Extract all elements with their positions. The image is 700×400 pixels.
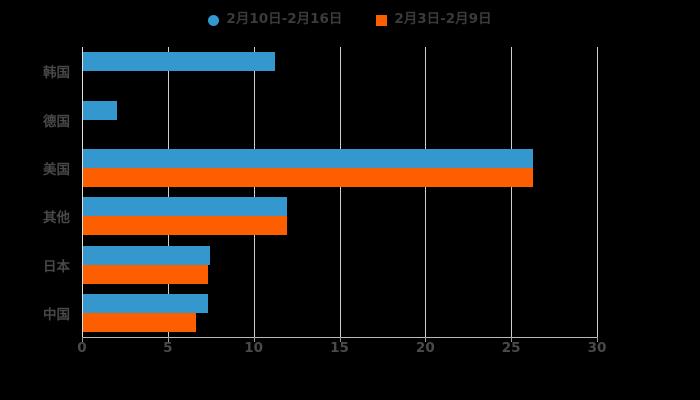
- plot-area: [82, 47, 598, 342]
- x-axis-tick: [253, 337, 255, 342]
- y-axis-label: 韩国: [43, 65, 70, 82]
- x-axis-label: 15: [330, 340, 349, 356]
- bar[interactable]: [83, 216, 288, 236]
- legend-marker-circle-icon: [208, 14, 220, 26]
- gridline: [339, 47, 341, 337]
- x-axis-label: 0: [77, 340, 87, 356]
- bar[interactable]: [83, 197, 288, 217]
- chart-legend: 2月10日-2月16日 2月3日-2月9日: [0, 8, 700, 32]
- bar[interactable]: [83, 293, 209, 313]
- x-axis-tick: [82, 337, 83, 342]
- y-axis-label: 美国: [43, 161, 70, 178]
- x-axis-label: 10: [244, 340, 264, 356]
- x-axis-tick: [167, 337, 169, 342]
- y-axis-line: [82, 47, 83, 337]
- legend-item-series-1[interactable]: 2月10日-2月16日: [208, 13, 342, 27]
- legend-item-series-2[interactable]: 2月3日-2月9日: [376, 11, 492, 28]
- bar[interactable]: [83, 312, 197, 332]
- y-axis-label: 中国: [43, 306, 70, 323]
- gridline: [511, 47, 513, 337]
- legend-label-series-1: 2月10日-2月16日: [226, 11, 343, 28]
- x-axis-label: 30: [587, 340, 607, 356]
- bar[interactable]: [83, 167, 533, 187]
- x-axis-label: 25: [501, 340, 521, 356]
- bar[interactable]: [83, 245, 211, 265]
- legend-label-series-2: 2月3日-2月9日: [394, 11, 492, 28]
- bar[interactable]: [83, 264, 209, 284]
- gridline: [253, 47, 255, 337]
- gridline: [597, 47, 598, 337]
- y-axis-label: 德国: [43, 113, 70, 130]
- gridline: [167, 47, 169, 337]
- legend-marker-square-icon: [376, 14, 388, 26]
- x-axis-label: 20: [415, 340, 435, 356]
- x-axis-label: 5: [163, 340, 173, 356]
- y-axis-label: 日本: [43, 258, 70, 275]
- gridline: [425, 47, 427, 337]
- x-axis-tick: [597, 337, 598, 342]
- bar[interactable]: [83, 52, 276, 72]
- bar[interactable]: [83, 148, 533, 168]
- x-axis-tick: [511, 337, 513, 342]
- x-axis-tick: [425, 337, 427, 342]
- y-axis-label: 其他: [43, 210, 70, 227]
- x-axis-tick: [339, 337, 341, 342]
- bar[interactable]: [83, 100, 118, 120]
